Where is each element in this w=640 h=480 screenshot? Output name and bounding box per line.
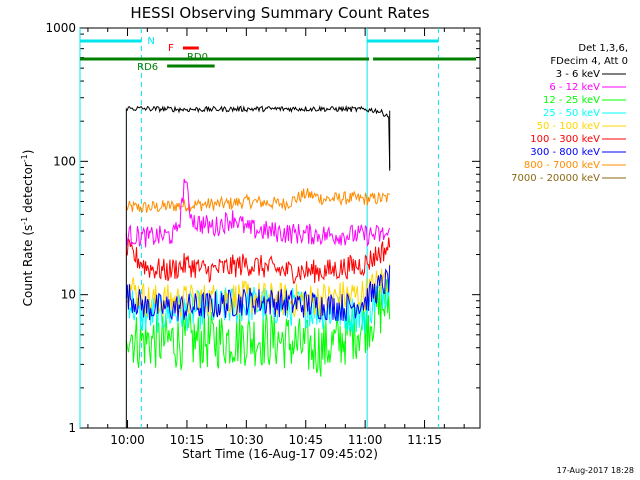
y-axis-label: Count Rate (s-1 detector-1): [20, 150, 35, 307]
series-line: [125, 265, 391, 322]
legend-label: 50 - 100 keV: [537, 121, 601, 132]
legend-label: 3 - 6 keV: [556, 69, 600, 80]
rd6-label: RD6: [137, 62, 158, 73]
series-line: [126, 263, 391, 319]
flare-label: F: [168, 43, 174, 54]
series-line: [126, 104, 391, 169]
night-label: N: [147, 36, 154, 47]
y-tick-label: 1000: [45, 21, 76, 35]
legend-label: 300 - 800 keV: [530, 147, 600, 158]
legend-label: 800 - 7000 keV: [524, 160, 600, 171]
x-tick-label: 10:45: [288, 433, 323, 447]
series-line: [125, 187, 391, 213]
x-tick-label: 11:15: [407, 433, 442, 447]
x-axis-label: Start Time (16-Aug-17 09:45:02): [182, 447, 378, 461]
rd0-label: RD0: [187, 52, 208, 63]
series-line: [125, 178, 391, 248]
x-tick-label: 10:30: [229, 433, 264, 447]
y-tick-label: 10: [61, 288, 76, 302]
legend-label: 12 - 25 keV: [543, 95, 600, 106]
legend-header: Det 1,3,6,: [578, 43, 628, 54]
y-tick-label: 1: [68, 421, 76, 435]
x-tick-label: 10:00: [110, 433, 145, 447]
chart-title: HESSI Observing Summary Count Rates: [130, 4, 429, 22]
x-tick-label: 10:15: [170, 433, 205, 447]
legend-header: FDecim 4, Att 0: [550, 56, 628, 67]
y-tick-label: 100: [53, 154, 76, 168]
legend-label: 25 - 50 keV: [543, 108, 600, 119]
footer-date: 17-Aug-2017 18:28: [556, 466, 634, 475]
legend-label: 100 - 300 keV: [530, 134, 600, 145]
x-tick-label: 11:00: [348, 433, 383, 447]
legend-label: 6 - 12 keV: [549, 82, 600, 93]
series-line: [125, 237, 391, 284]
series-line: [125, 279, 391, 377]
legend-label: 7000 - 20000 keV: [511, 173, 600, 184]
